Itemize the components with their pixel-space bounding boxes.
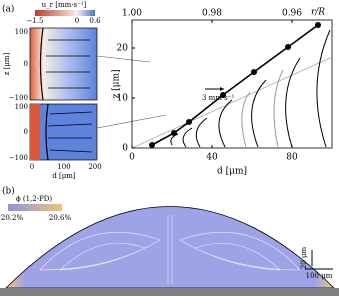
y-tick-label: 0 bbox=[24, 60, 28, 68]
scale-arrow-head bbox=[220, 87, 224, 91]
colorbar-tick: 20.6% bbox=[49, 214, 72, 222]
panel-label: (a) bbox=[2, 4, 14, 15]
x-tick-label: 100 bbox=[57, 163, 70, 171]
data-point bbox=[220, 92, 226, 98]
y-tick-label: 0 bbox=[24, 128, 28, 136]
colorbar-label: u_r [mm·s⁻¹] bbox=[42, 1, 87, 9]
scale-label: 20 μm bbox=[300, 246, 308, 269]
scale-label: 100 μm bbox=[306, 272, 333, 280]
connector bbox=[96, 55, 151, 63]
inset-strip bbox=[30, 104, 40, 160]
connector bbox=[96, 114, 167, 129]
data-point bbox=[315, 22, 321, 28]
velocity-profiles bbox=[170, 29, 331, 148]
y-tick-label: 0 bbox=[122, 144, 128, 154]
colorbar bbox=[35, 10, 95, 16]
y-axis-label: z [μm] bbox=[3, 52, 11, 75]
x-tick-label: 80 bbox=[286, 153, 298, 163]
data-point bbox=[186, 119, 192, 125]
y-tick-label: −100 bbox=[9, 94, 28, 102]
y-tick-label: 100 bbox=[15, 103, 28, 111]
y-tick-label: 10 bbox=[117, 94, 129, 104]
data-point bbox=[149, 142, 155, 148]
y-axis-label: z [μm] bbox=[112, 69, 122, 98]
colorbar-tick: 0.6 bbox=[89, 17, 101, 25]
data-point bbox=[285, 44, 291, 50]
x-tick-label: 0 bbox=[30, 163, 34, 171]
interface bbox=[39, 27, 49, 161]
y-tick-label: 20 bbox=[117, 44, 129, 54]
colorbar-tick: −1.5 bbox=[27, 17, 44, 25]
colorbar-tick: 20.2% bbox=[1, 214, 24, 222]
colorbar-label: ϕ (1,2-PD) bbox=[16, 195, 53, 203]
top-tick-label: 0.98 bbox=[202, 9, 222, 19]
colorbar bbox=[8, 204, 62, 211]
x-axis-label: d [μm] bbox=[52, 172, 76, 180]
data-point bbox=[251, 69, 257, 75]
reference-line bbox=[131, 56, 333, 149]
y-tick-label: −100 bbox=[9, 154, 28, 162]
top-tick-label: 0.96 bbox=[282, 9, 302, 19]
droplet bbox=[5, 206, 335, 289]
x-tick-label: 200 bbox=[88, 163, 101, 171]
panel-label: (b) bbox=[2, 186, 15, 197]
top-tick-label: 1.00 bbox=[122, 9, 142, 19]
inset-arrows bbox=[46, 39, 93, 153]
y-tick-label: 100 bbox=[15, 28, 28, 36]
data-point bbox=[171, 130, 177, 136]
plot-frame bbox=[131, 19, 333, 149]
substrate bbox=[0, 288, 339, 296]
x-tick-label: 0 bbox=[129, 153, 135, 163]
top-axis-label: r/R bbox=[311, 8, 325, 18]
streamlines bbox=[39, 215, 301, 285]
colorbar-tick: 0 bbox=[75, 17, 79, 25]
x-axis-label: d [μm] bbox=[217, 167, 247, 177]
x-tick-label: 40 bbox=[206, 153, 218, 163]
contact-line bbox=[151, 24, 319, 146]
